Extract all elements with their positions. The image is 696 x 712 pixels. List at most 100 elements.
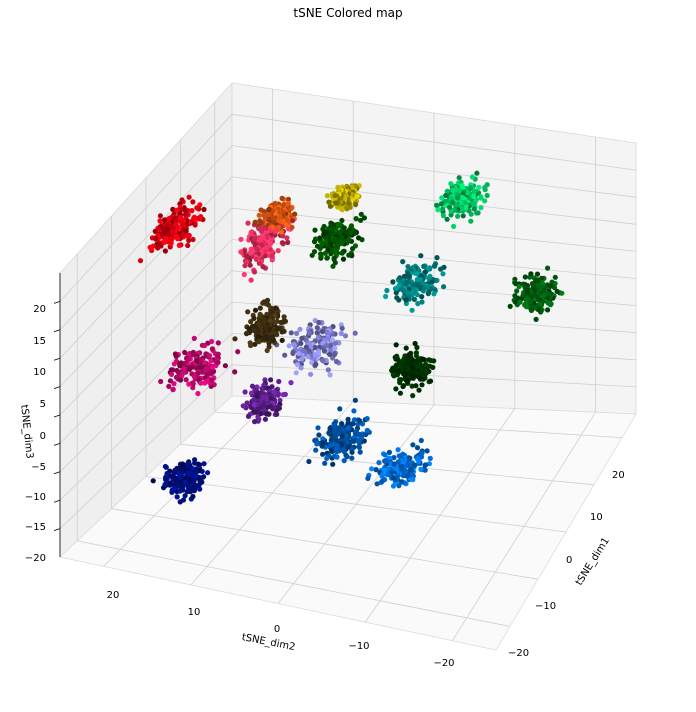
scatter-point bbox=[205, 470, 211, 476]
scatter-point bbox=[256, 260, 262, 266]
scatter-point bbox=[409, 471, 415, 478]
y-axis-label: tSNE_dim2 bbox=[241, 632, 296, 653]
scatter-point bbox=[330, 263, 336, 269]
scatter-point bbox=[191, 374, 198, 380]
scatter-point bbox=[320, 340, 326, 346]
scatter-point bbox=[222, 363, 228, 369]
scatter-point bbox=[179, 463, 185, 470]
scatter-point bbox=[394, 285, 400, 291]
scatter-point bbox=[255, 321, 262, 327]
scatter-point bbox=[195, 390, 201, 397]
scatter-point bbox=[316, 319, 322, 326]
scatter-point bbox=[179, 197, 185, 203]
scatter-point bbox=[534, 271, 541, 277]
scatter-point bbox=[548, 283, 554, 289]
scatter-point bbox=[247, 262, 253, 268]
scatter-point bbox=[162, 217, 168, 223]
scatter-point bbox=[471, 194, 477, 200]
scatter-point bbox=[244, 400, 250, 406]
scatter-point bbox=[333, 358, 340, 365]
scatter-point bbox=[174, 236, 181, 242]
scatter-point bbox=[405, 264, 411, 270]
scatter-point bbox=[507, 303, 513, 309]
scatter-point bbox=[439, 195, 445, 201]
scatter-point bbox=[350, 246, 356, 252]
scatter-point bbox=[299, 335, 305, 341]
scatter-point bbox=[277, 215, 283, 221]
scatter-point bbox=[279, 329, 285, 335]
scatter-point bbox=[356, 439, 362, 445]
scatter-point bbox=[419, 382, 425, 388]
scatter-point bbox=[398, 479, 405, 485]
scatter-point bbox=[331, 255, 337, 261]
scatter-point bbox=[365, 475, 371, 481]
scatter-point bbox=[446, 204, 453, 210]
scatter-point bbox=[252, 242, 258, 248]
scatter-point bbox=[182, 479, 188, 485]
scatter-point bbox=[314, 243, 321, 249]
scatter-point bbox=[166, 239, 172, 245]
wall-grid-line bbox=[231, 145, 637, 198]
scatter-point bbox=[259, 386, 265, 392]
scatter-point bbox=[192, 457, 198, 463]
wall-grid-line bbox=[59, 239, 233, 416]
scatter-point bbox=[384, 471, 390, 478]
scatter-point bbox=[177, 473, 183, 479]
scatter-point bbox=[275, 248, 281, 254]
scatter-point bbox=[215, 359, 221, 365]
scatter-point bbox=[338, 206, 344, 212]
scatter-point bbox=[174, 207, 180, 213]
scatter-point bbox=[319, 329, 326, 335]
scatter-point bbox=[186, 365, 192, 371]
scatter-point bbox=[167, 378, 173, 384]
scatter-point bbox=[320, 358, 326, 364]
scatter-point bbox=[264, 297, 271, 303]
scatter-point bbox=[281, 314, 287, 320]
scatter-point bbox=[322, 250, 328, 256]
scatter-point bbox=[279, 195, 285, 201]
scatter-point bbox=[270, 208, 276, 214]
scatter-point bbox=[190, 380, 196, 386]
scatter-point bbox=[187, 477, 193, 483]
scatter-point bbox=[334, 443, 340, 449]
scatter-point bbox=[339, 433, 345, 439]
scatter-point bbox=[339, 421, 345, 427]
scatter-point bbox=[299, 356, 305, 362]
scatter-point bbox=[319, 241, 325, 247]
z-tick-mark bbox=[53, 414, 61, 418]
scatter-point bbox=[352, 397, 358, 403]
wall-grid-line bbox=[59, 301, 233, 473]
scatter-point bbox=[243, 253, 249, 259]
scatter-point bbox=[317, 235, 323, 241]
scatter-point bbox=[215, 340, 221, 346]
scatter-point bbox=[476, 184, 482, 190]
scatter-point bbox=[191, 214, 197, 220]
scatter-point bbox=[170, 386, 176, 392]
scatter-point bbox=[539, 280, 546, 286]
scatter-point bbox=[420, 376, 426, 382]
scatter-point bbox=[240, 403, 246, 409]
scatter-point bbox=[528, 307, 535, 313]
scatter-point bbox=[326, 199, 332, 205]
z-tick-mark bbox=[53, 471, 61, 475]
scatter-point bbox=[258, 220, 264, 226]
scatter-point bbox=[339, 442, 345, 448]
scatter-point bbox=[325, 335, 331, 342]
scatter-point bbox=[441, 284, 447, 290]
scatter-point bbox=[448, 181, 454, 187]
scatter-point bbox=[549, 279, 555, 285]
scatter-point bbox=[256, 339, 262, 345]
scatter-point bbox=[289, 224, 295, 230]
scatter-point bbox=[552, 274, 558, 280]
scatter-point bbox=[137, 258, 144, 264]
scatter-point bbox=[152, 228, 158, 234]
scatter-point bbox=[409, 368, 415, 375]
scatter-point bbox=[422, 269, 429, 275]
scatter-point bbox=[419, 299, 425, 305]
scatter-point bbox=[404, 473, 411, 479]
scatter-point bbox=[337, 406, 343, 412]
scatter-point bbox=[409, 307, 415, 313]
scatter-point bbox=[186, 487, 192, 494]
scatter-point bbox=[390, 372, 396, 378]
floor-grid-line bbox=[214, 411, 623, 438]
